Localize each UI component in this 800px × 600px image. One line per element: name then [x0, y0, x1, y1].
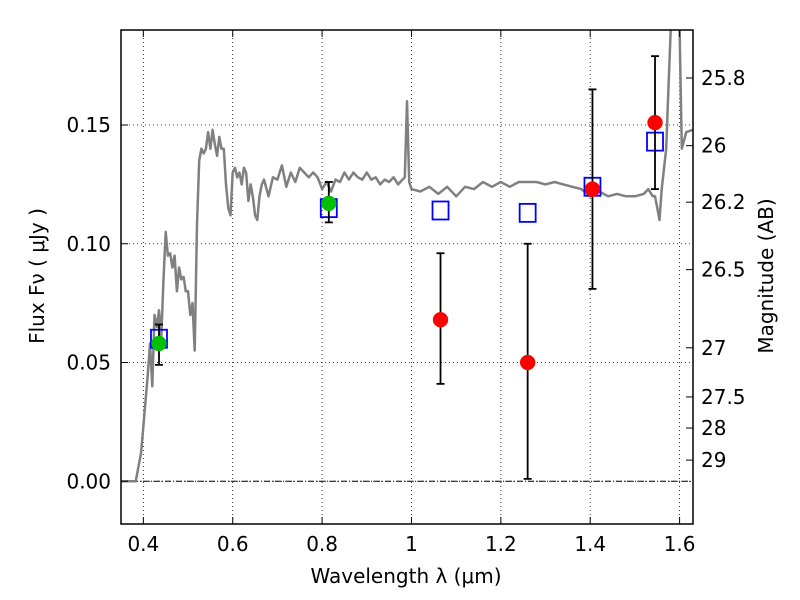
- mag-tick-label: 26: [701, 134, 726, 158]
- x-tick-label: 0.4: [127, 532, 159, 556]
- x-tick-label: 1.2: [485, 532, 517, 556]
- x-tick-label: 1.4: [574, 532, 606, 556]
- mag-tick-label: 28: [701, 416, 726, 440]
- green-photometry-point: [321, 195, 337, 212]
- magnitude-axis-title: Magnitude (AB): [754, 198, 778, 353]
- x-axis-title: Wavelength λ (μm): [310, 564, 501, 588]
- red-photometry-point: [647, 114, 663, 131]
- x-tick-label: 1: [405, 532, 418, 556]
- model-flux-square-marker: [518, 202, 537, 223]
- y-tick-label: 0.05: [66, 351, 111, 375]
- mag-tick-label: 27: [701, 336, 726, 360]
- mag-tick-label: 25.8: [701, 66, 746, 90]
- y-tick-label: 0.00: [66, 469, 111, 493]
- green-photometry-point: [151, 335, 167, 352]
- x-tick-label: 0.6: [217, 532, 249, 556]
- y-tick-label: 0.15: [66, 113, 111, 137]
- red-photometry-point: [584, 181, 601, 197]
- red-photometry-point: [432, 312, 449, 328]
- sed-model-spectrum-line: [121, 30, 693, 483]
- model-flux-square-marker: [431, 200, 450, 221]
- y-tick-label: 0.10: [66, 232, 111, 256]
- mag-tick-label: 29: [701, 448, 726, 472]
- axis-ticks: 0.4 0.6 0.8 1 1.2 1.4 1.6 0.00 0.05 0.10 0.15 25.8 2…: [66, 30, 746, 556]
- red-photometry-point: [519, 354, 536, 371]
- plot-frame: [120, 29, 694, 525]
- mag-tick-label: 26.2: [701, 190, 746, 214]
- plot-area: [121, 30, 693, 483]
- mag-tick-label: 27.5: [701, 385, 746, 409]
- x-tick-label: 0.8: [306, 532, 338, 556]
- y-axis-title: Flux Fν ( μJy ): [25, 208, 49, 344]
- x-tick-label: 1.6: [664, 532, 696, 556]
- mag-tick-label: 26.5: [701, 258, 746, 282]
